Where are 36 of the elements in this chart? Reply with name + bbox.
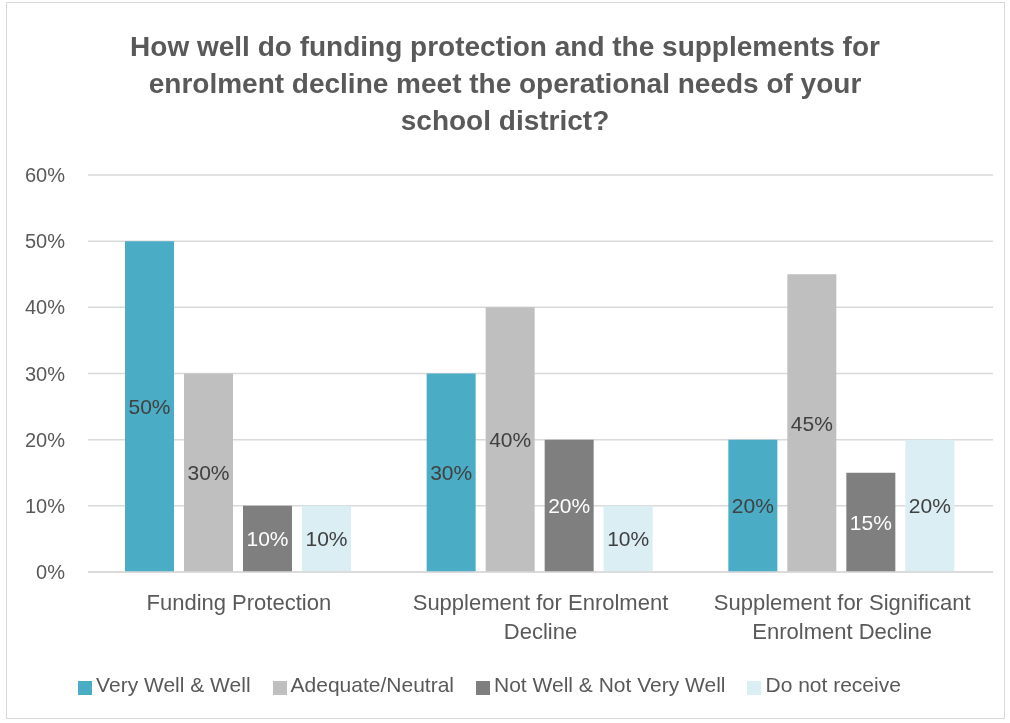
data-label: 30%	[187, 461, 230, 485]
y-tick-label: 20%	[24, 428, 66, 451]
y-tick-label: 0%	[36, 561, 66, 584]
data-label: 45%	[790, 411, 833, 435]
bar	[728, 439, 778, 572]
data-label: 15%	[849, 510, 892, 534]
bar	[184, 373, 233, 572]
legend-label: Do not receive	[765, 673, 901, 696]
data-label: 50%	[128, 395, 171, 419]
x-tick-label: Funding Protection	[146, 590, 332, 615]
legend-label: Adequate/Neutral	[290, 673, 454, 696]
bar	[125, 241, 174, 572]
data-label: 20%	[731, 494, 774, 518]
bar	[426, 373, 476, 572]
y-tick-label: 50%	[24, 230, 66, 253]
x-tick-label: Supplement for Significant Enrolment Decline	[713, 590, 971, 644]
legend-label: Very Well & Well	[96, 673, 251, 696]
chart-title: How well do funding protection and the supplements for enrolment decline meet the operational needs of your school district?	[129, 30, 881, 138]
bar	[485, 307, 535, 572]
data-label: 10%	[246, 527, 289, 551]
data-label: 10%	[305, 527, 348, 551]
x-tick-label: Supplement for Enrolment Decline	[412, 590, 669, 644]
data-label: 20%	[908, 494, 951, 518]
y-tick-label: 10%	[24, 494, 66, 517]
data-label: 10%	[607, 527, 650, 551]
data-label: 40%	[489, 428, 532, 452]
bar	[846, 472, 896, 572]
y-tick-label: 60%	[24, 164, 66, 187]
bar	[544, 439, 594, 572]
y-tick-label: 30%	[24, 362, 66, 385]
data-label: 20%	[548, 494, 591, 518]
data-label: 30%	[430, 461, 473, 485]
y-tick-label: 40%	[24, 296, 66, 319]
bar	[787, 274, 837, 572]
bar	[905, 439, 955, 572]
legend-label: Not Well & Not Very Well	[494, 673, 726, 696]
